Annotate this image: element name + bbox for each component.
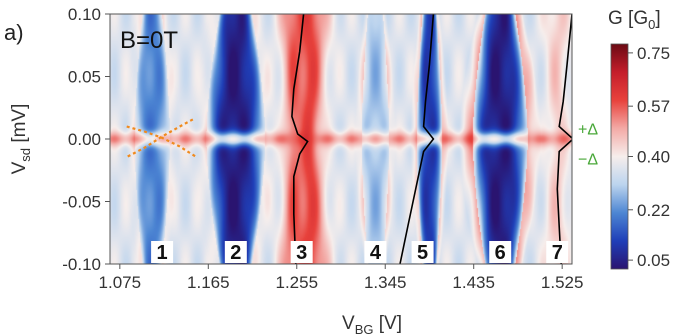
colorbar-tick-label: 0.05 bbox=[637, 251, 670, 270]
gap-marker-layer: +Δ −Δ bbox=[578, 121, 598, 168]
field-annotation: B=0T bbox=[120, 27, 178, 54]
peak-label-box-1 bbox=[151, 241, 174, 263]
peak-label-6: 6 bbox=[495, 242, 506, 264]
x-tick-label: 1.345 bbox=[364, 273, 407, 292]
peak-label-7: 7 bbox=[552, 242, 563, 264]
x-axis-title: VBG [V] bbox=[342, 313, 402, 336]
black-trace-2 bbox=[399, 14, 435, 264]
x-tick-label: 1.255 bbox=[275, 273, 318, 292]
peak-label-box-7 bbox=[546, 241, 569, 263]
peak-label-box-3 bbox=[290, 241, 313, 263]
peak-label-1: 1 bbox=[157, 242, 168, 264]
peak-label-2: 2 bbox=[230, 242, 241, 264]
orange-trace-2 bbox=[127, 118, 195, 158]
x-tick-label: 1.435 bbox=[452, 273, 495, 292]
colorbar-title: G [G0] bbox=[608, 8, 661, 32]
colorbar-ticks: 0.75 0.57 0.40 0.22 0.05 bbox=[628, 44, 670, 270]
plus-delta-label: +Δ bbox=[578, 121, 598, 138]
minus-delta-label: −Δ bbox=[578, 151, 598, 168]
y-tick-label: 0.10 bbox=[68, 5, 101, 24]
conductance-heatmap bbox=[110, 14, 572, 264]
panel-label: a) bbox=[4, 20, 24, 45]
peak-label-layer: 1 2 3 4 5 6 7 bbox=[151, 241, 569, 264]
peak-label-box-4 bbox=[364, 241, 387, 263]
y-tick-label: 0.00 bbox=[68, 130, 101, 149]
colorbar-tick-label: 0.40 bbox=[637, 148, 670, 167]
black-trace-1 bbox=[291, 14, 309, 264]
peak-label-box-2 bbox=[224, 241, 247, 263]
x-tick-label: 1.525 bbox=[541, 273, 584, 292]
y-tick-label: -0.05 bbox=[62, 193, 101, 212]
x-tick-label: 1.075 bbox=[99, 273, 142, 292]
x-axis: 1.075 1.165 1.255 1.345 1.435 1.525 bbox=[99, 264, 584, 292]
black-trace-3 bbox=[556, 14, 572, 264]
y-tick-label: -0.10 bbox=[62, 255, 101, 274]
peak-label-box-5 bbox=[411, 241, 434, 263]
y-axis: 0.10 0.05 0.00 -0.05 -0.10 bbox=[62, 5, 110, 274]
trace-layer bbox=[126, 14, 572, 264]
y-axis-title: Vsd [mV] bbox=[9, 104, 33, 175]
y-tick-label: 0.05 bbox=[68, 68, 101, 87]
x-tick-label: 1.165 bbox=[187, 273, 230, 292]
peak-label-5: 5 bbox=[417, 242, 428, 264]
colorbar-tick-label: 0.57 bbox=[637, 97, 670, 116]
peak-label-4: 4 bbox=[370, 242, 382, 264]
peak-label-3: 3 bbox=[296, 242, 307, 264]
orange-trace-1 bbox=[126, 125, 197, 158]
peak-label-box-6 bbox=[489, 241, 512, 263]
colorbar bbox=[610, 43, 629, 270]
colorbar-tick-label: 0.75 bbox=[637, 44, 670, 63]
colorbar-tick-label: 0.22 bbox=[637, 201, 670, 220]
